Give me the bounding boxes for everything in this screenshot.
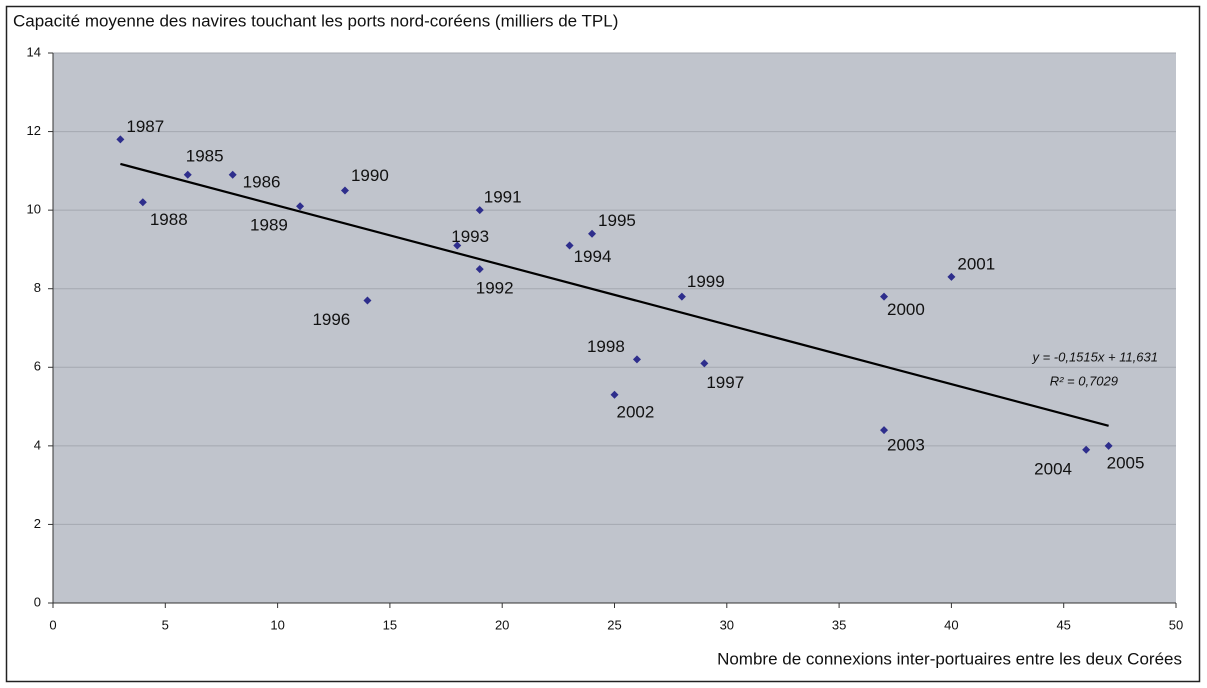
data-point	[183, 170, 192, 179]
point-label: 2001	[957, 254, 995, 273]
trend-equation: y = -0,1515x + 11,631	[1031, 349, 1158, 364]
point-label: 1995	[598, 211, 636, 230]
point-label: 1996	[312, 310, 350, 329]
data-point	[632, 355, 641, 364]
plot-area	[53, 53, 1176, 603]
point-label: 1989	[250, 216, 288, 235]
data-point	[880, 426, 889, 435]
point-label: 1998	[587, 337, 625, 356]
point-label: 1990	[351, 166, 389, 185]
y-tick-label: 8	[34, 280, 41, 295]
data-point	[138, 198, 147, 207]
data-point	[880, 292, 889, 301]
y-tick-label: 2	[34, 516, 41, 531]
point-label: 1988	[150, 210, 188, 229]
y-tick-label: 4	[34, 437, 41, 452]
x-tick-label: 45	[1056, 617, 1070, 632]
y-tick-label: 10	[27, 202, 41, 217]
x-tick-label: 20	[495, 617, 509, 632]
data-point	[1104, 441, 1113, 450]
x-tick-label: 10	[270, 617, 284, 632]
point-label: 2003	[887, 436, 925, 455]
data-point	[1082, 445, 1091, 454]
trendline	[120, 162, 1109, 427]
data-point	[588, 229, 597, 238]
point-label: 1993	[451, 227, 489, 246]
data-point	[475, 265, 484, 274]
y-tick-label: 6	[34, 359, 41, 374]
data-point	[610, 390, 619, 399]
y-tick-label: 0	[34, 594, 41, 609]
data-point	[363, 296, 372, 305]
data-point	[677, 292, 686, 301]
point-label: 1986	[243, 172, 281, 191]
point-label: 2004	[1034, 459, 1072, 478]
point-label: 1987	[126, 117, 164, 136]
point-label: 2002	[617, 402, 655, 421]
point-label: 1992	[476, 279, 514, 298]
point-label: 1994	[574, 247, 612, 266]
y-tick-label: 12	[27, 123, 41, 138]
x-tick-label: 50	[1169, 617, 1183, 632]
data-point	[340, 186, 349, 195]
data-point	[453, 241, 462, 250]
data-point	[228, 170, 237, 179]
x-tick-label: 5	[162, 617, 169, 632]
x-tick-label: 0	[49, 617, 56, 632]
data-point	[700, 359, 709, 368]
point-label: 2000	[887, 300, 925, 319]
data-point	[296, 202, 305, 211]
point-label: 1999	[687, 272, 725, 291]
data-point	[116, 135, 125, 144]
data-point	[565, 241, 574, 250]
x-tick-label: 40	[944, 617, 958, 632]
chart-title: Capacité moyenne des navires touchant le…	[13, 11, 618, 30]
x-tick-label: 15	[383, 617, 397, 632]
point-label: 1997	[706, 373, 744, 392]
x-tick-label: 30	[720, 617, 734, 632]
point-label: 1991	[484, 188, 522, 207]
y-tick-label: 14	[27, 44, 41, 59]
point-label: 2005	[1107, 453, 1145, 472]
point-label: 1985	[186, 146, 224, 165]
x-tick-label: 25	[607, 617, 621, 632]
x-axis-label: Nombre de connexions inter-portuaires en…	[717, 649, 1182, 668]
trend-r2: R² = 0,7029	[1050, 373, 1118, 388]
data-point	[475, 206, 484, 215]
data-point	[947, 272, 956, 281]
x-tick-label: 35	[832, 617, 846, 632]
